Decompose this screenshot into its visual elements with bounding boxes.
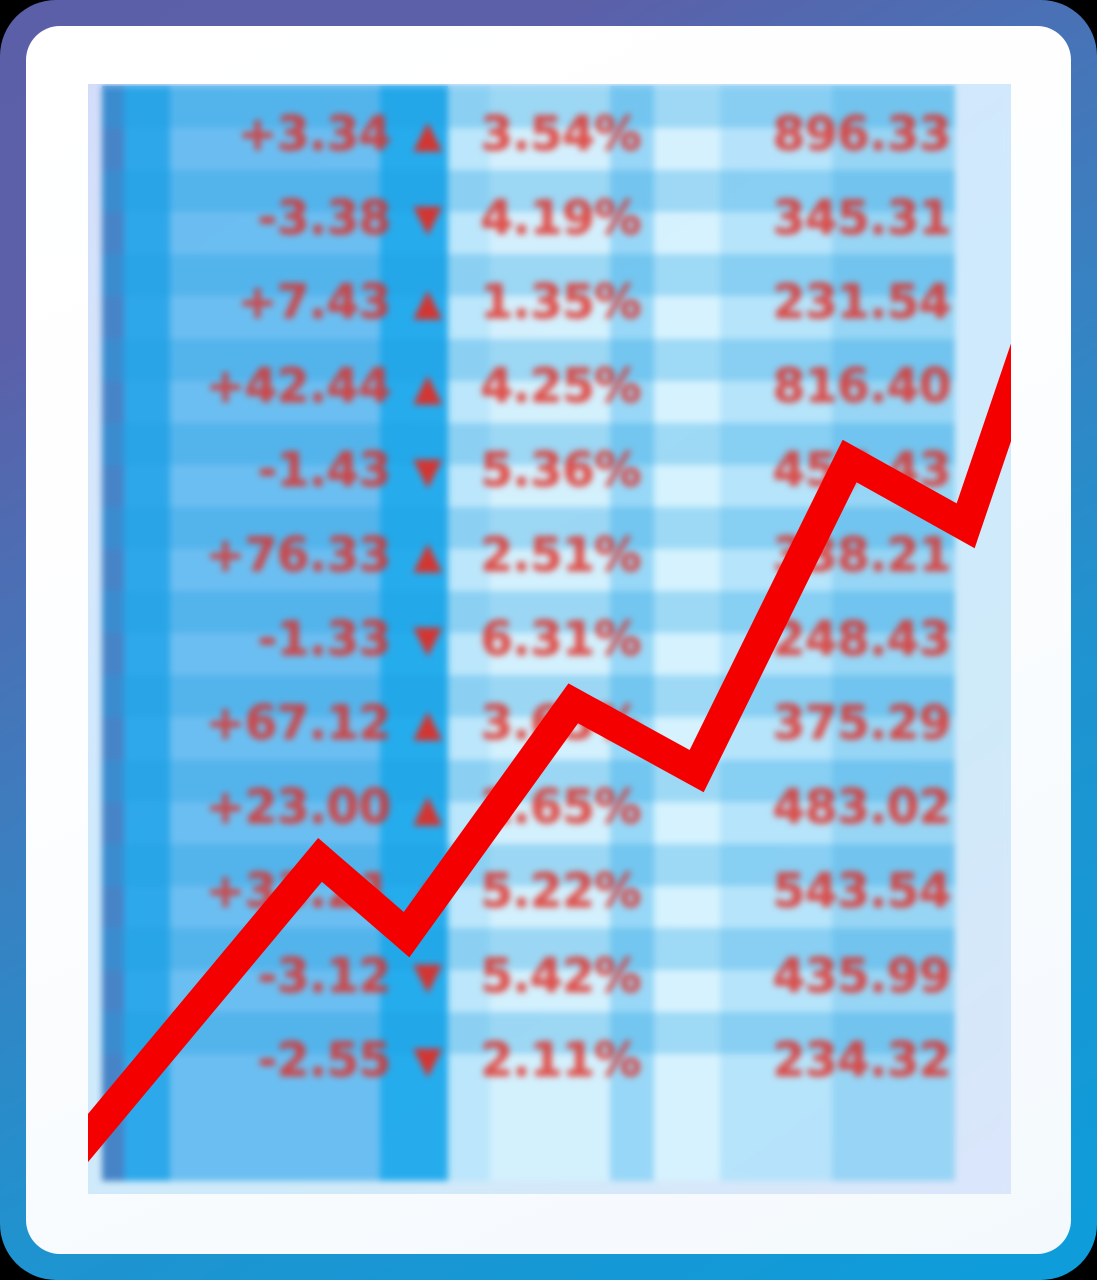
cell-percent: 2.11% <box>480 1032 641 1088</box>
bezel-inner-white: +3.34 ▲ 3.54% 896.33 -3.38 ▼ 4.19% 345.31 +7.43 ▲… <box>26 26 1071 1254</box>
arrow-down-icon: ▼ <box>413 1038 442 1083</box>
table-row[interactable]: +42.44 ▲ 4.25% 816.40 <box>102 345 955 429</box>
cell-percent: 2.51% <box>480 527 641 583</box>
arrow-up-icon: ▲ <box>413 280 442 325</box>
cell-change: +23.00 <box>205 780 392 836</box>
cell-percent: 3.65% <box>480 695 641 751</box>
cell-price: 375.29 <box>772 695 952 751</box>
arrow-up-icon: ▲ <box>413 533 442 578</box>
display-panel: +3.34 ▲ 3.54% 896.33 -3.38 ▼ 4.19% 345.31 +7.43 ▲… <box>88 84 1011 1194</box>
cell-change: -1.43 <box>257 443 391 499</box>
cell-percent: 2.65% <box>480 780 641 836</box>
table-row[interactable]: +7.43 ▲ 1.35% 231.54 <box>102 260 955 344</box>
stock-ticker-table[interactable]: +3.34 ▲ 3.54% 896.33 -3.38 ▼ 4.19% 345.31 +7.43 ▲… <box>102 86 955 1181</box>
cell-percent: 4.25% <box>480 359 641 415</box>
cell-percent: 6.31% <box>480 611 641 667</box>
cell-price: 816.40 <box>772 359 952 415</box>
cell-change: -1.33 <box>257 611 391 667</box>
cell-price: 231.54 <box>772 274 952 330</box>
cell-percent: 5.42% <box>480 948 641 1004</box>
cell-change: +33.21 <box>205 864 392 920</box>
cell-change: -3.38 <box>257 190 391 246</box>
cell-change: +67.12 <box>205 695 392 751</box>
table-row[interactable]: +3.34 ▲ 3.54% 896.33 <box>102 92 955 176</box>
cell-percent: 5.22% <box>480 864 641 920</box>
table-row[interactable]: +76.33 ▲ 2.51% 338.21 <box>102 513 955 597</box>
table-row[interactable]: -2.55 ▼ 2.11% 234.32 <box>102 1018 955 1102</box>
cell-change: +3.34 <box>237 106 391 162</box>
cell-price: 457.43 <box>772 443 952 499</box>
arrow-down-icon: ▼ <box>413 954 442 999</box>
table-row[interactable]: -1.33 ▼ 6.31% 248.43 <box>102 597 955 681</box>
arrow-up-icon: ▲ <box>413 869 442 914</box>
cell-price: 435.99 <box>772 948 952 1004</box>
arrow-down-icon: ▼ <box>413 617 442 662</box>
cell-change: -2.55 <box>257 1032 391 1088</box>
cell-price: 543.54 <box>772 864 952 920</box>
cell-percent: 1.35% <box>480 274 641 330</box>
cell-change: +76.33 <box>205 527 392 583</box>
table-row[interactable]: +67.12 ▲ 3.65% 375.29 <box>102 681 955 765</box>
table-row[interactable]: -3.12 ▼ 5.42% 435.99 <box>102 934 955 1018</box>
cell-percent: 3.54% <box>480 106 641 162</box>
arrow-up-icon: ▲ <box>413 112 442 157</box>
cell-change: -3.12 <box>257 948 391 1004</box>
cell-change: +7.43 <box>237 274 391 330</box>
arrow-up-icon: ▲ <box>413 785 442 830</box>
cell-percent: 5.36% <box>480 443 641 499</box>
cell-percent: 4.19% <box>480 190 641 246</box>
cell-price: 345.31 <box>772 190 952 246</box>
arrow-down-icon: ▼ <box>413 196 442 241</box>
table-row[interactable]: +23.00 ▲ 2.65% 483.02 <box>102 766 955 850</box>
arrow-up-icon: ▲ <box>413 364 442 409</box>
cell-price: 483.02 <box>772 780 952 836</box>
arrow-up-icon: ▲ <box>413 701 442 746</box>
ticker-rows: +3.34 ▲ 3.54% 896.33 -3.38 ▼ 4.19% 345.31 +7.43 ▲… <box>102 86 955 1181</box>
cell-change: +42.44 <box>205 359 392 415</box>
table-row[interactable]: -3.38 ▼ 4.19% 345.31 <box>102 176 955 260</box>
arrow-down-icon: ▼ <box>413 448 442 493</box>
cell-price: 338.21 <box>772 527 952 583</box>
table-row[interactable]: +33.21 ▲ 5.22% 543.54 <box>102 850 955 934</box>
cell-price: 248.43 <box>772 611 952 667</box>
cell-price: 234.32 <box>772 1032 952 1088</box>
table-row[interactable]: -1.43 ▼ 5.36% 457.43 <box>102 429 955 513</box>
cell-price: 896.33 <box>772 106 952 162</box>
